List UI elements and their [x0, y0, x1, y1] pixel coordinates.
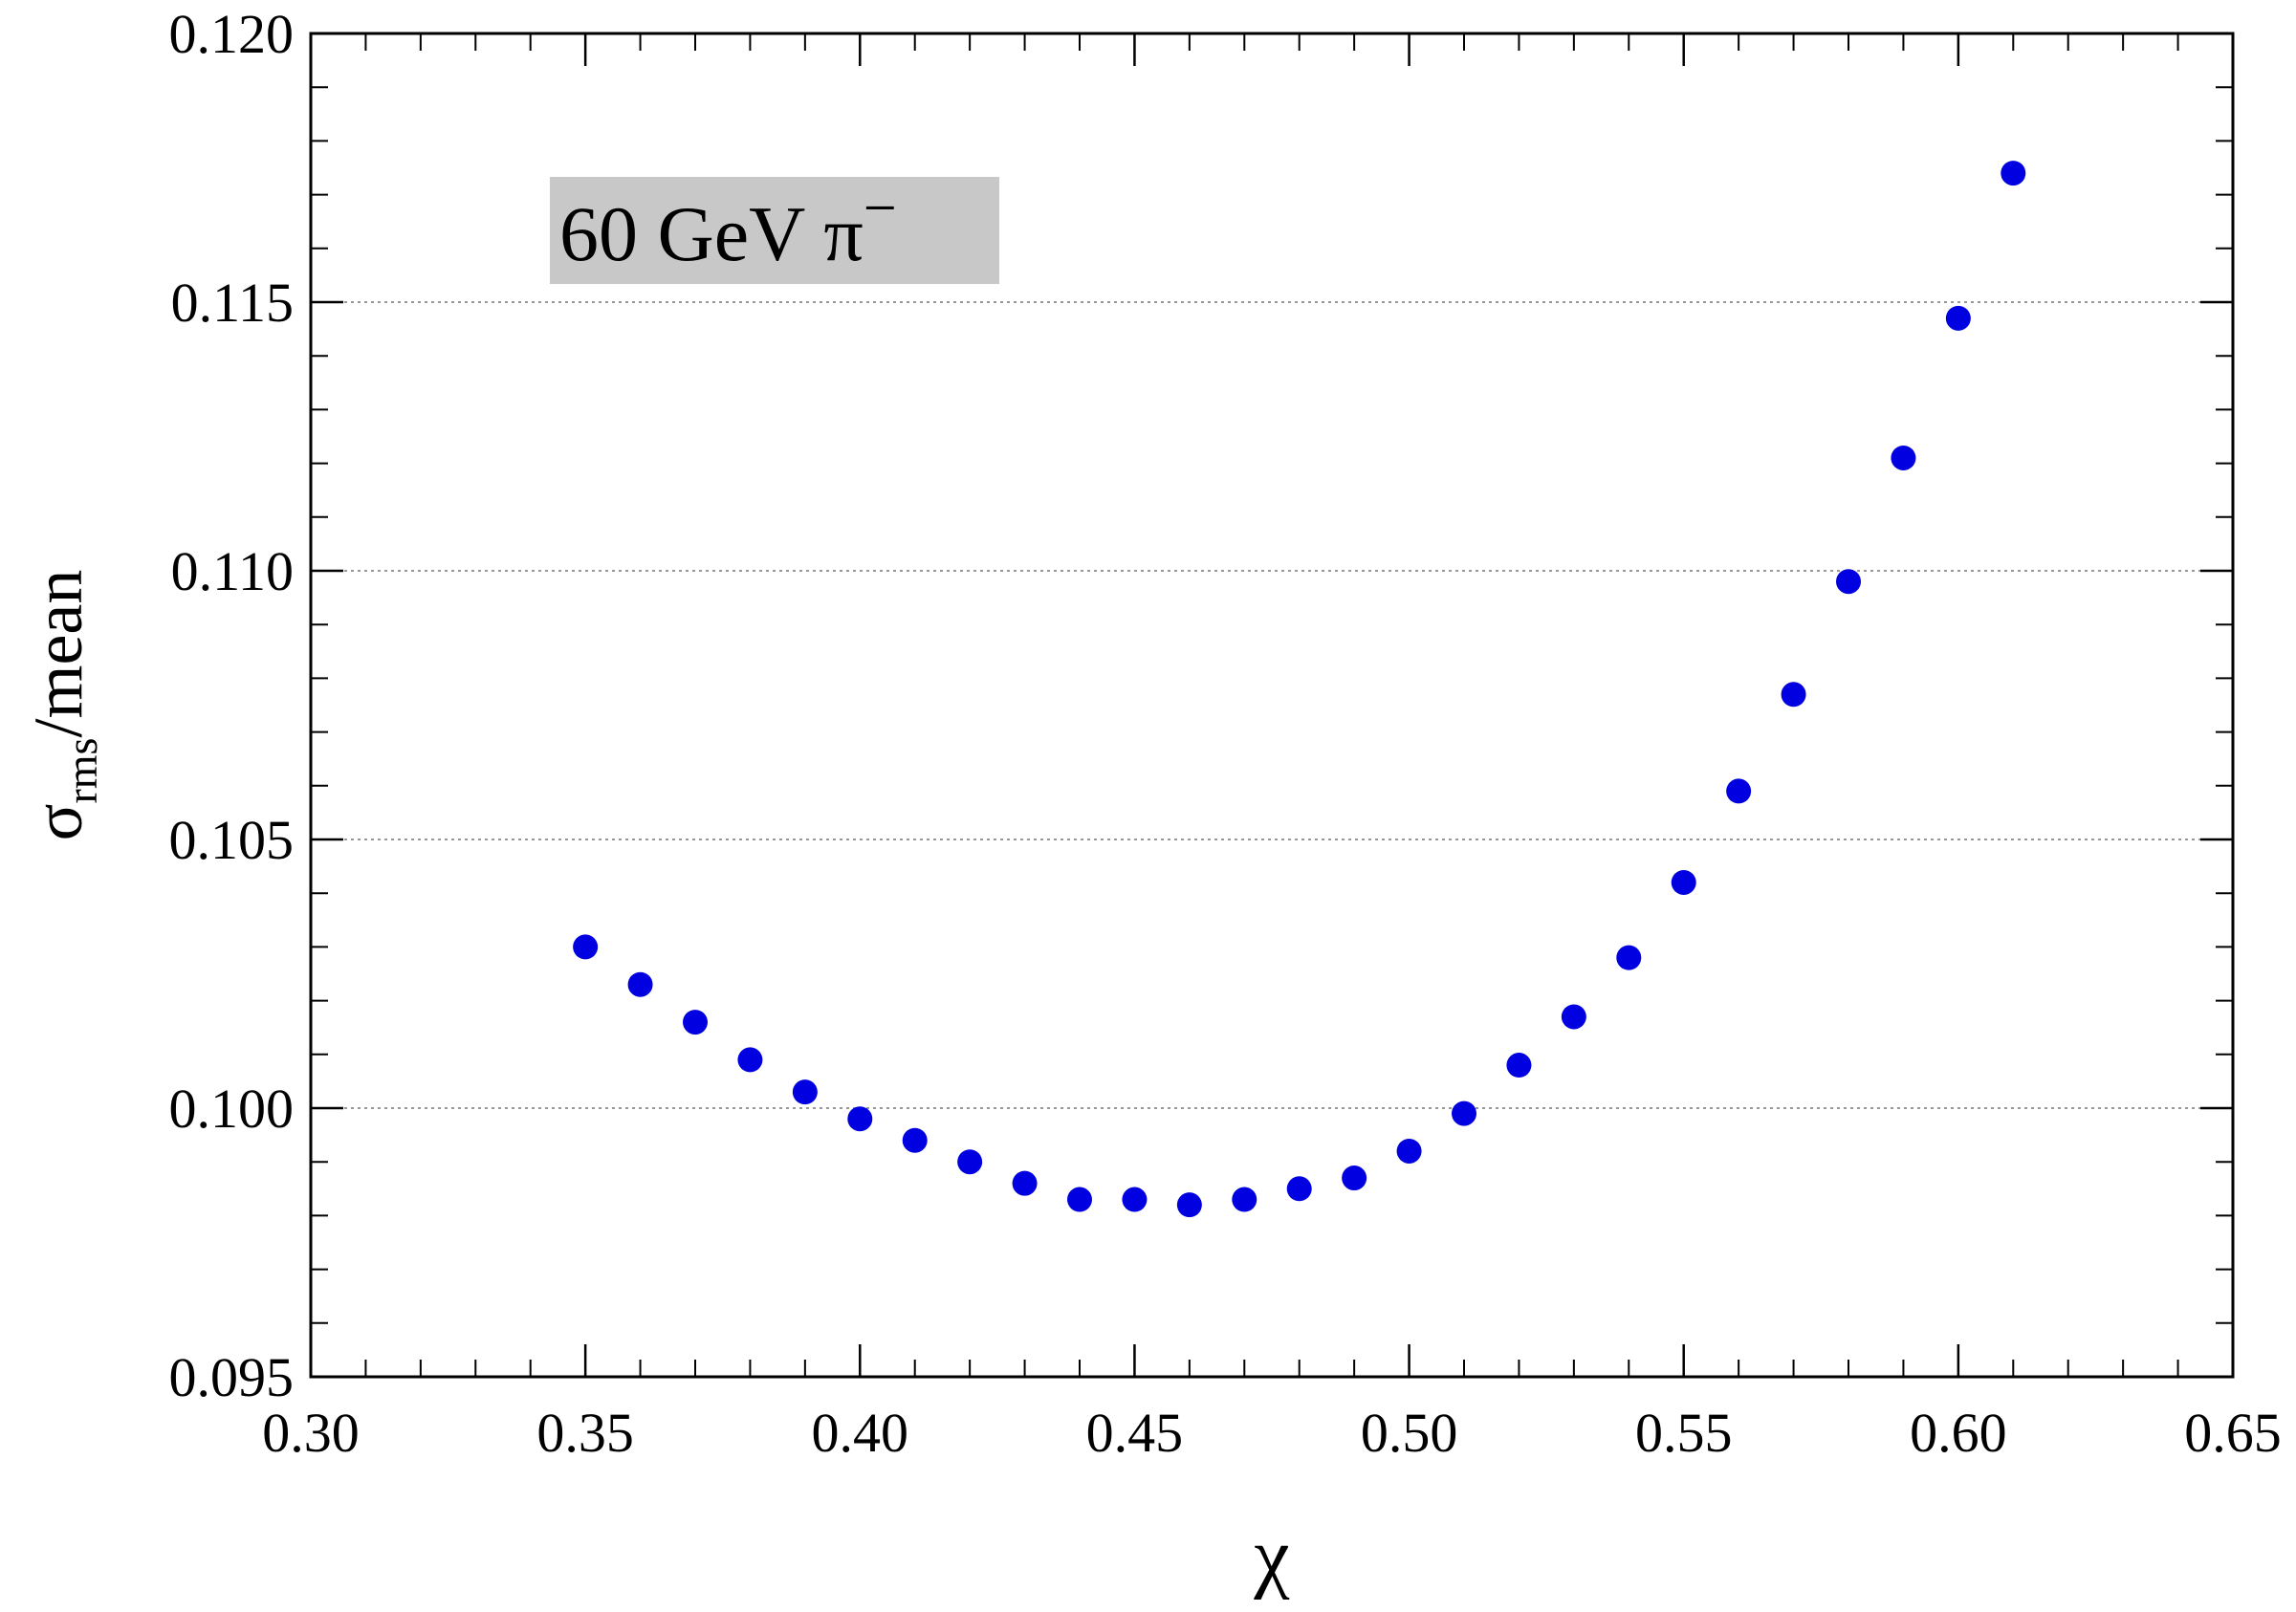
data-point [1945, 305, 1971, 331]
x-tick-label: 0.55 [1635, 1402, 1733, 1464]
x-tick-label: 0.35 [536, 1402, 634, 1464]
data-point [1836, 569, 1861, 595]
x-tick-label: 0.60 [1910, 1402, 2007, 1464]
x-tick-label: 0.50 [1361, 1402, 1458, 1464]
y-axis-title: σrms/mean [20, 570, 106, 841]
data-point [1067, 1187, 1092, 1212]
x-tick-label: 0.45 [1086, 1402, 1184, 1464]
data-point [1396, 1138, 1422, 1164]
x-axis-title: χ [1253, 1512, 1289, 1601]
data-point [1232, 1187, 1257, 1212]
data-point [1122, 1187, 1148, 1212]
data-point [627, 971, 653, 997]
x-tick-label: 0.30 [262, 1402, 360, 1464]
x-tick-labels: 0.30 0.35 0.40 0.45 0.50 0.55 0.60 0.65 [262, 1402, 2282, 1464]
data-point [573, 934, 599, 960]
annotation-superscript: − [864, 176, 897, 241]
data-point [1452, 1100, 1476, 1126]
y-tick-labels: 0.095 0.100 0.105 0.110 0.115 0.120 [169, 3, 295, 1408]
data-point [957, 1149, 983, 1175]
data-point [1891, 445, 1916, 470]
data-point [1012, 1170, 1038, 1196]
y-axis-title-subscript: rms [57, 738, 106, 804]
data-point [737, 1047, 763, 1073]
y-tick-label: 0.115 [171, 272, 294, 334]
y-axis-title-suffix: /mean [20, 570, 97, 738]
data-point [847, 1106, 873, 1132]
data-point [1506, 1053, 1532, 1078]
plot-frame [309, 32, 2235, 1379]
y-tick-label: 0.110 [171, 540, 294, 602]
data-point [2001, 161, 2026, 186]
data-point [1726, 778, 1752, 804]
data-points [573, 161, 2026, 1218]
data-point [1561, 1004, 1586, 1030]
annotation-label: 60 GeV π− [559, 176, 897, 277]
data-point [1616, 945, 1642, 970]
y-tick-label: 0.120 [169, 3, 295, 65]
data-point [683, 1010, 708, 1035]
grid [311, 301, 2233, 1109]
minor-ticks [311, 33, 2233, 1377]
data-point [1781, 682, 1806, 708]
y-axis-title-symbol: σ [20, 804, 97, 841]
data-point [902, 1127, 928, 1153]
data-point [1176, 1192, 1202, 1218]
x-tick-label: 0.40 [812, 1402, 909, 1464]
data-point [1342, 1165, 1367, 1191]
annotation-background [550, 177, 999, 284]
y-tick-label: 0.100 [169, 1078, 295, 1140]
data-point [792, 1079, 818, 1105]
annotation-main-text: 60 GeV π [559, 190, 864, 277]
data-point [1671, 869, 1696, 895]
x-tick-label: 0.65 [2184, 1402, 2282, 1464]
data-point [1286, 1176, 1312, 1202]
y-tick-label: 0.095 [169, 1346, 295, 1408]
y-tick-label: 0.105 [169, 809, 295, 871]
annotation-box: 60 GeV π− [550, 176, 999, 284]
